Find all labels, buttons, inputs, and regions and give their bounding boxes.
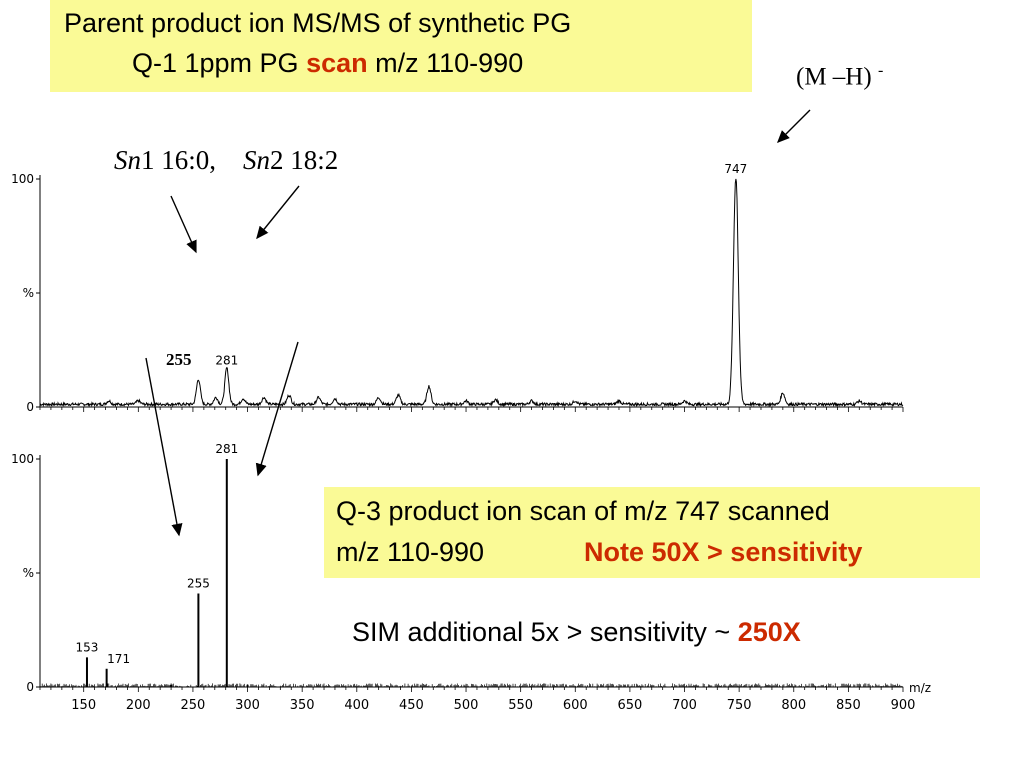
m-h-superscript: - xyxy=(877,62,884,79)
bottom-x-tick-label: 700 xyxy=(672,698,697,713)
bottom-x-tick-label: 850 xyxy=(836,698,861,713)
bottom-x-tick-label: 650 xyxy=(617,698,642,713)
m-h-label: (M –H) - xyxy=(796,62,883,91)
bottom-x-tick-label: 250 xyxy=(181,698,206,713)
top-y-tick-label: 100 xyxy=(11,172,34,186)
bottom-x-tick-label: 900 xyxy=(891,698,916,713)
top-spectrum-trace xyxy=(39,178,904,408)
arrow-281-to-bottom xyxy=(255,341,299,477)
title-line-2-post: m/z 110-990 xyxy=(367,48,524,78)
bottom-x-tick-label: 350 xyxy=(290,698,315,713)
title-line-1: Parent product ion MS/MS of synthetic PG xyxy=(64,8,572,38)
bottom-y-tick-label: % xyxy=(23,566,34,580)
q3-line-2: m/z 110-990 xyxy=(336,537,485,567)
bottom-baseline-noise xyxy=(39,683,904,687)
q3-box: Q-3 product ion scan of m/z 747 scanned … xyxy=(324,487,980,578)
bottom-x-tick-label: 800 xyxy=(781,698,806,713)
sim-250x: 250X xyxy=(737,617,801,647)
top-peak-label-747: 747 xyxy=(724,162,747,176)
top-spectrum: 0% 100 281 747 xyxy=(11,162,904,414)
bottom-x-tick-label: 300 xyxy=(235,698,260,713)
sim-text: SIM additional 5x > sensitivity ~ xyxy=(352,617,738,647)
sn1-italic: Sn xyxy=(114,145,141,175)
sn2-rest: 2 18:2 xyxy=(270,145,339,175)
bottom-x-tick-label: 400 xyxy=(344,698,369,713)
top-y-tick-label: 0 xyxy=(26,400,34,414)
bottom-x-tick-label: 600 xyxy=(563,698,588,713)
bottom-x-tick-label: 150 xyxy=(71,698,96,713)
bottom-x-axis-label: m/z xyxy=(909,681,931,695)
sn1-rest: 1 16:0, xyxy=(141,145,217,175)
bottom-peak-label-281: 281 xyxy=(215,442,238,456)
bottom-y-tick-label: 0 xyxy=(26,680,34,694)
bottom-spectrum: 0% 100 153 171 255 281 150 200 250 300 350 400 450 50… xyxy=(11,442,931,713)
peak-255-annotation: 255 xyxy=(166,350,192,369)
bottom-peak-label-153: 153 xyxy=(76,640,99,654)
bottom-y-tick-label: 100 xyxy=(11,452,34,466)
title-line-2-pre: Q-1 1ppm PG xyxy=(132,48,307,78)
q3-note: Note 50X > sensitivity xyxy=(584,537,863,567)
bottom-x-tick-label: 550 xyxy=(508,698,533,713)
arrow-m-h xyxy=(777,109,811,143)
sn-label: Sn1 16:0, Sn2 18:2 xyxy=(114,145,338,176)
arrow-sn1 xyxy=(170,195,197,254)
arrow-sn2 xyxy=(256,185,300,240)
top-y-tick-label: % xyxy=(23,286,34,300)
bottom-peak-label-255: 255 xyxy=(187,577,210,591)
title-box: Parent product ion MS/MS of synthetic PG… xyxy=(50,0,752,92)
top-peak-label-281: 281 xyxy=(215,354,238,368)
title-scan-word: scan xyxy=(306,48,368,78)
m-h-text: (M –H) xyxy=(796,63,872,91)
annotation-arrows xyxy=(145,109,811,537)
arrow-255-to-bottom xyxy=(145,357,183,537)
sn2-italic: Sn xyxy=(243,145,271,175)
q3-line-1: Q-3 product ion scan of m/z 747 scanned xyxy=(336,496,830,526)
bottom-x-tick-label: 750 xyxy=(727,698,752,713)
bottom-x-tick-label: 450 xyxy=(399,698,424,713)
bottom-peak-label-171: 171 xyxy=(107,652,130,666)
bottom-x-tick-label: 200 xyxy=(126,698,151,713)
sim-line: SIM additional 5x > sensitivity ~ 250X xyxy=(352,617,801,648)
bottom-x-tick-label: 500 xyxy=(454,698,479,713)
title-line-2: Q-1 1ppm PG scan m/z 110-990 xyxy=(132,48,523,79)
